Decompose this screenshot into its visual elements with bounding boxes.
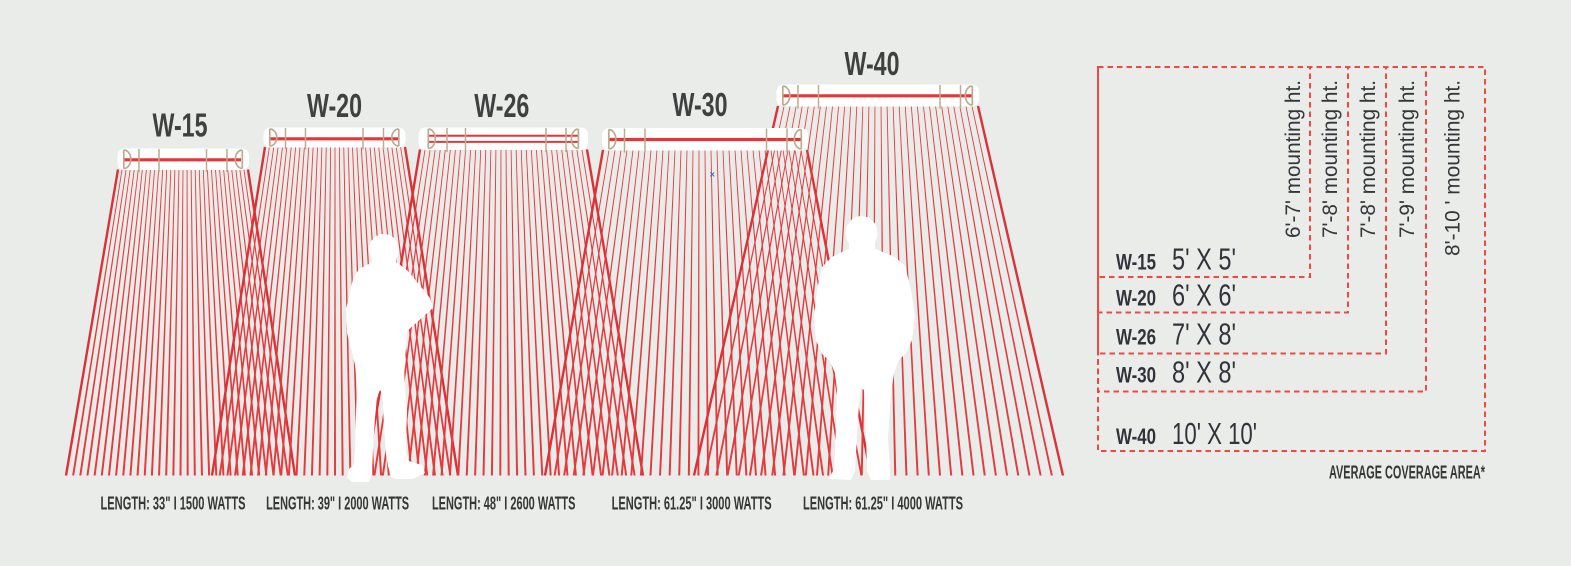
svg-text:7'-8' mounting ht.: 7'-8' mounting ht. — [1319, 80, 1342, 238]
svg-text:LENGTH: 39" I 2000 WATTS: LENGTH: 39" I 2000 WATTS — [266, 494, 409, 514]
svg-text:W-20: W-20 — [307, 87, 362, 124]
svg-text:7'-8' mounting ht.: 7'-8' mounting ht. — [1357, 80, 1380, 238]
svg-text:10' X 10': 10' X 10' — [1172, 416, 1257, 451]
svg-text:LENGTH: 48" I 2600 WATTS: LENGTH: 48" I 2600 WATTS — [432, 494, 576, 514]
svg-text:6' X 6': 6' X 6' — [1172, 278, 1236, 313]
svg-text:7' X 8': 7' X 8' — [1172, 317, 1236, 352]
svg-text:W-26: W-26 — [1116, 325, 1156, 350]
svg-text:5' X 5': 5' X 5' — [1172, 242, 1236, 277]
svg-text:W-15: W-15 — [1116, 250, 1156, 275]
svg-text:×: × — [710, 170, 715, 180]
svg-text:W-30: W-30 — [673, 86, 728, 123]
svg-text:8' X 8': 8' X 8' — [1172, 355, 1236, 390]
svg-text:W-26: W-26 — [474, 87, 529, 124]
svg-text:8'-10 ' mounting ht.: 8'-10 ' mounting ht. — [1442, 80, 1465, 256]
svg-text:W-30: W-30 — [1116, 363, 1156, 388]
svg-text:7'-9' mounting ht.: 7'-9' mounting ht. — [1396, 80, 1419, 238]
svg-text:AVERAGE COVERAGE AREA*: AVERAGE COVERAGE AREA* — [1329, 463, 1485, 483]
svg-text:W-40: W-40 — [845, 45, 900, 82]
svg-text:LENGTH: 61.25" I 4000 WATTS: LENGTH: 61.25" I 4000 WATTS — [803, 494, 963, 514]
svg-text:W-20: W-20 — [1116, 286, 1156, 311]
svg-text:6'-7' mounting ht.: 6'-7' mounting ht. — [1282, 80, 1305, 238]
svg-text:W-15: W-15 — [153, 107, 208, 144]
svg-text:LENGTH: 33" I 1500 WATTS: LENGTH: 33" I 1500 WATTS — [101, 494, 246, 514]
svg-text:W-40: W-40 — [1116, 424, 1156, 449]
svg-text:LENGTH: 61.25" I 3000 WATTS: LENGTH: 61.25" I 3000 WATTS — [612, 494, 772, 514]
